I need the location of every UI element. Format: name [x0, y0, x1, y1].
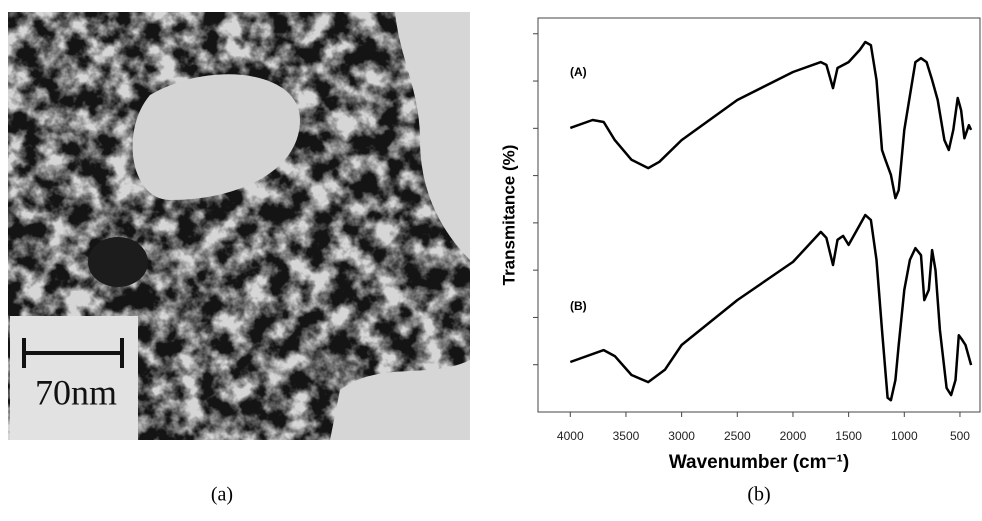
x-tick-label: 4000 [557, 429, 584, 443]
caption: (a) [211, 484, 233, 506]
x-tick-label: 3500 [613, 429, 640, 443]
spectrum-line [569, 213, 973, 402]
x-tick-label: 3000 [668, 429, 695, 443]
y-axis-label: Transmitance (%) [499, 145, 518, 286]
series-label: (B) [570, 299, 587, 313]
scale-bar [22, 338, 124, 368]
series-label: (A) [570, 65, 587, 79]
x-tick-label: 1500 [835, 429, 862, 443]
x-tick-label: 1000 [891, 429, 918, 443]
x-axis-label: Wavenumber (cm⁻¹) [669, 452, 849, 473]
x-tick-label: 500 [950, 429, 970, 443]
scale-box [10, 316, 138, 440]
spectrum-line [569, 40, 973, 200]
tem-image [8, 12, 470, 440]
x-tick-label: 2500 [724, 429, 751, 443]
caption: (b) [747, 484, 770, 506]
scale-label: 70nm [35, 372, 117, 412]
x-tick-label: 2000 [780, 429, 807, 443]
plot-frame [537, 17, 981, 413]
